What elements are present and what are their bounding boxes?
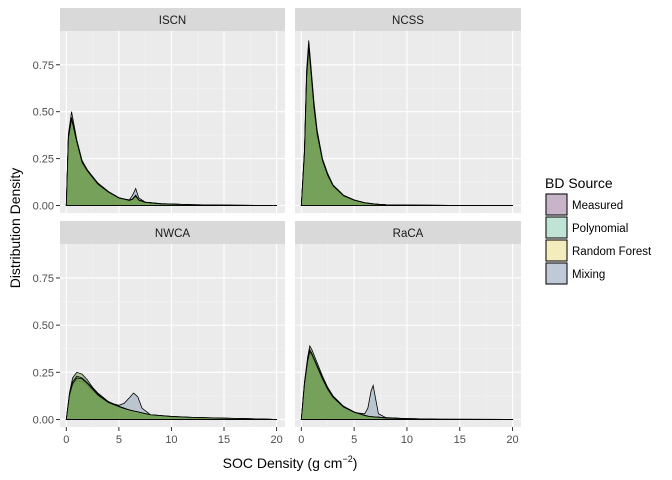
panel-raca: RaCA	[295, 221, 521, 427]
y-tick-label: 0.25	[33, 154, 54, 166]
strip-nwca	[60, 221, 285, 244]
x-axis-title-main: SOC Density (g cm	[223, 455, 343, 471]
strip-iscn	[60, 8, 285, 31]
gridlines-nwca	[60, 244, 285, 427]
density-area-polynomial-nwca	[65, 377, 278, 420]
strip-ncss	[295, 8, 521, 31]
strip-label-ncss: NCSS	[392, 15, 424, 27]
y-tick-label: 0.75	[33, 60, 54, 72]
y-tick-label: 0.00	[33, 200, 54, 212]
y-tick-label: 0.50	[33, 320, 54, 332]
x-tick-label: 20	[270, 434, 282, 446]
panel-ncss: NCSS	[295, 8, 521, 213]
density-areas-nwca	[65, 371, 278, 420]
legend-item-random-forest: Random Forest	[545, 239, 652, 262]
x-tick-label: 15	[218, 434, 230, 446]
y-axis-ticks-top: 0.00 0.25 0.50 0.75	[33, 60, 60, 212]
x-tick-label: 0	[63, 434, 69, 446]
y-tick-label: 0.50	[33, 107, 54, 119]
legend-swatch-measured	[545, 193, 568, 216]
x-tick-label: 0	[298, 434, 304, 446]
strip-label-raca: RaCA	[393, 228, 424, 240]
strip-raca	[295, 221, 521, 244]
legend-swatch-polynomial	[545, 216, 568, 239]
legend-swatch-mixing	[545, 262, 568, 285]
legend-item-mixing: Mixing	[545, 262, 605, 285]
panel-iscn: ISCN	[60, 8, 285, 213]
density-areas-ncss	[300, 40, 514, 206]
y-tick-label: 0.25	[33, 367, 54, 379]
x-axis-title: SOC Density (g cm−2)	[223, 454, 358, 471]
legend-title: BD Source	[545, 175, 613, 191]
density-areas-raca	[300, 344, 514, 420]
density-area-polynomial-raca	[300, 350, 514, 420]
y-tick-label: 0.75	[33, 273, 54, 285]
legend-label-mixing: Mixing	[572, 269, 605, 281]
density-area-polynomial-ncss	[300, 47, 514, 206]
x-tick-label: 5	[351, 434, 357, 446]
legend-label-random-forest: Random Forest	[572, 246, 652, 258]
panel-background-ncss	[295, 31, 521, 213]
legend-item-polynomial: Polynomial	[545, 216, 628, 239]
x-axis-ticks-left: 0 5 10 15 20	[63, 427, 283, 446]
legend-label-measured: Measured	[572, 200, 623, 212]
legend-label-polynomial: Polynomial	[572, 223, 628, 235]
x-axis-title-superscript: −2	[342, 454, 352, 464]
density-area-polynomial-iscn	[65, 119, 278, 206]
x-axis-ticks-right: 0 5 10 15 20	[298, 427, 519, 446]
panel-nwca: NWCA	[60, 221, 285, 427]
legend-item-measured: Measured	[545, 193, 623, 216]
gridlines-ncss	[295, 31, 521, 213]
x-tick-label: 10	[401, 434, 413, 446]
x-axis-title-end: )	[353, 455, 358, 471]
x-tick-label: 15	[454, 434, 466, 446]
legend-swatch-random-forest	[545, 239, 568, 262]
x-tick-label: 10	[165, 434, 177, 446]
x-tick-label: 5	[116, 434, 122, 446]
y-tick-label: 0.00	[33, 414, 54, 426]
strip-label-iscn: ISCN	[159, 15, 186, 27]
density-areas-iscn	[65, 111, 278, 206]
y-axis-ticks-bottom: 0.00 0.25 0.50 0.75	[33, 273, 60, 426]
strip-label-nwca: NWCA	[155, 228, 190, 240]
legend: BD Source Measured Polynomial Random For…	[545, 175, 652, 285]
x-tick-label: 20	[506, 434, 518, 446]
y-axis-title: Distribution Density	[7, 168, 23, 289]
